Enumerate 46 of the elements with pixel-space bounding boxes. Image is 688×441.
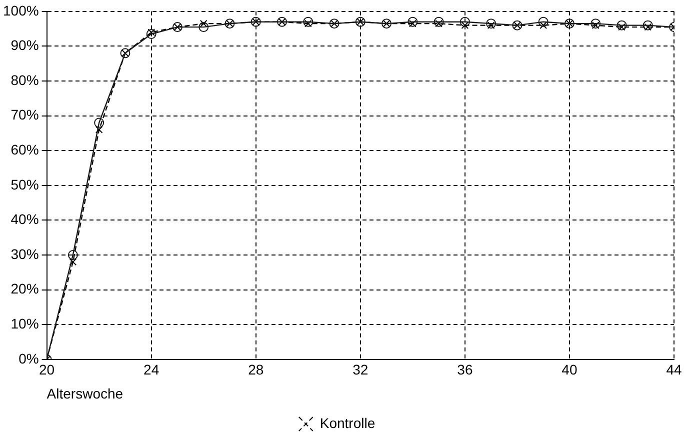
point: [408, 20, 416, 28]
x-tick-label: 44: [666, 362, 682, 378]
x-tick-label: 20: [39, 362, 55, 378]
y-tick-label: 20%: [10, 280, 39, 297]
point: [94, 118, 104, 128]
y-tick-label: 40%: [10, 211, 39, 228]
point: [146, 29, 156, 40]
point: [435, 20, 442, 28]
point: [69, 258, 77, 266]
x-tick-label: 24: [144, 362, 160, 378]
point: [460, 16, 470, 27]
y-tick-label: 10%: [10, 315, 39, 332]
x-tick-label: 32: [352, 362, 368, 378]
point: [148, 28, 156, 36]
point: [642, 20, 653, 30]
y-tick-label: 80%: [10, 72, 39, 88]
x-tick-label: 28: [248, 362, 264, 378]
point: [487, 22, 495, 29]
x-tick-label: 40: [562, 362, 578, 378]
y-tick-label: 100%: [2, 2, 39, 18]
point: [616, 20, 627, 30]
y-tick-label: 90%: [10, 37, 39, 54]
point: [540, 22, 548, 29]
legend-label: Kontrolle: [320, 414, 376, 431]
point: [538, 16, 548, 27]
point: [68, 250, 78, 260]
point: [592, 22, 600, 29]
point: [461, 22, 469, 29]
y-tick-label: 50%: [10, 176, 39, 192]
x-tick-label: 36: [457, 362, 473, 378]
point: [644, 23, 652, 31]
point: [618, 23, 626, 31]
y-tick-label: 60%: [10, 141, 39, 158]
point: [434, 16, 444, 27]
y-tick-label: 30%: [10, 246, 39, 262]
point: [200, 20, 208, 28]
x-axis-title: Alterswoche: [46, 385, 124, 402]
y-tick-label: 70%: [10, 106, 39, 123]
point: [198, 22, 209, 32]
point: [408, 16, 418, 27]
point: [304, 20, 312, 28]
y-tick-label: 0%: [18, 350, 39, 366]
point: [590, 18, 601, 29]
point: [486, 18, 496, 29]
point: [303, 16, 314, 27]
point: [95, 126, 103, 134]
